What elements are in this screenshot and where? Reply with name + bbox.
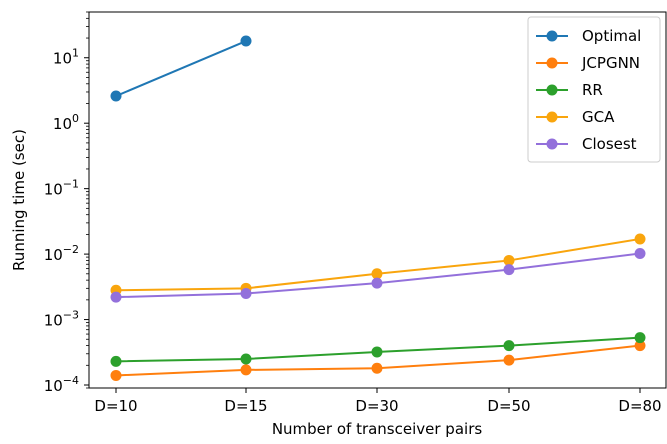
y-tick-label: 10−4 <box>44 374 79 395</box>
legend: Optimal JCPGNN RR GCA Closest <box>527 16 661 163</box>
data-point-jcpgnn <box>503 354 515 366</box>
data-point-closest <box>240 288 252 300</box>
legend-label-closest: Closest <box>582 135 637 153</box>
data-point-gca <box>371 268 383 280</box>
data-point-jcpgnn <box>371 362 383 374</box>
legend-label-gca: GCA <box>582 108 615 126</box>
data-point-jcpgnn <box>240 364 252 376</box>
legend-box <box>527 16 661 163</box>
data-point-rr <box>240 353 252 365</box>
y-tick-label: 10−2 <box>44 243 79 264</box>
data-point-optimal <box>240 35 252 47</box>
data-point-gca <box>634 233 646 245</box>
data-point-optimal <box>110 90 122 102</box>
y-tick-label: 10−3 <box>44 309 79 330</box>
legend-label-rr: RR <box>582 81 603 99</box>
legend-marker-optimal <box>546 30 558 42</box>
series-layer <box>110 35 646 381</box>
data-point-closest <box>110 291 122 303</box>
data-point-jcpgnn <box>110 369 122 381</box>
legend-marker-gca <box>546 111 558 123</box>
legend-marker-jcpgnn <box>546 57 558 69</box>
x-tick-label: D=50 <box>487 397 530 415</box>
series-line-optimal <box>115 40 247 97</box>
x-tick-label: D=30 <box>355 397 398 415</box>
legend-marker-closest <box>546 138 558 150</box>
x-tick-label: D=80 <box>618 397 661 415</box>
y-tick-label: 101 <box>53 47 79 68</box>
legend-label-optimal: Optimal <box>582 27 641 45</box>
x-tick-label: D=15 <box>224 397 267 415</box>
x-axis: D=10 D=15 D=30 D=50 D=80 <box>94 388 662 415</box>
data-point-closest <box>371 277 383 289</box>
y-tick-label: 100 <box>53 112 79 133</box>
legend-label-jcpgnn: JCPGNN <box>581 54 640 72</box>
data-point-gca <box>503 254 515 266</box>
data-point-jcpgnn <box>634 340 646 352</box>
data-point-rr <box>110 355 122 367</box>
data-point-closest <box>634 248 646 260</box>
data-point-rr <box>503 340 515 352</box>
data-point-rr <box>634 332 646 344</box>
data-point-rr <box>371 346 383 358</box>
y-axis-title: Running time (sec) <box>10 129 28 271</box>
y-axis: 10−4 10−3 10−2 10−1 100 101 <box>44 11 89 395</box>
data-point-closest <box>503 264 515 276</box>
y-tick-label: 10−1 <box>44 178 79 199</box>
x-tick-label: D=10 <box>94 397 137 415</box>
x-axis-title: Number of transceiver pairs <box>272 420 483 438</box>
legend-marker-rr <box>546 84 558 96</box>
